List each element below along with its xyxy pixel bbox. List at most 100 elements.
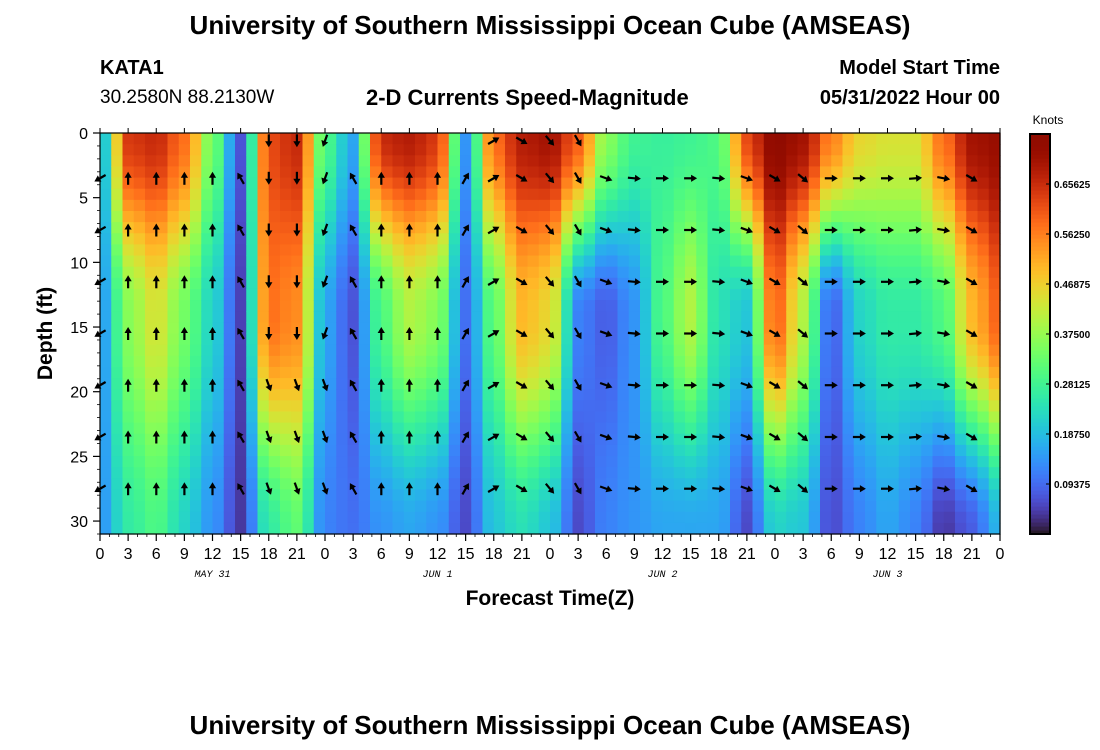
arrow-head — [663, 226, 669, 234]
heat-cell — [336, 500, 349, 513]
heat-cell — [201, 489, 214, 502]
heat-cell — [223, 311, 236, 323]
heat-cell — [943, 522, 956, 535]
heat-cell — [842, 333, 855, 346]
heat-cell — [268, 311, 281, 323]
heat-cell — [763, 489, 776, 502]
current-arrow — [797, 224, 809, 235]
heat-cell — [257, 277, 270, 290]
heat-cell — [583, 489, 596, 502]
current-arrow — [180, 482, 188, 496]
x-tick-label: 3 — [349, 546, 358, 563]
heat-cell — [392, 322, 405, 335]
heat-cell — [212, 433, 225, 446]
heat-cell — [865, 277, 877, 290]
heat-cell — [347, 411, 360, 424]
heat-cell — [775, 155, 787, 168]
heat-cell — [775, 489, 787, 502]
heat-cell — [347, 344, 360, 357]
heat-cell — [583, 300, 596, 312]
heat-cell — [167, 489, 180, 502]
heat-cell — [606, 277, 619, 290]
current-arrow — [433, 430, 442, 444]
heat-cell — [223, 489, 236, 502]
heat-cell — [955, 444, 967, 457]
heat-cell — [606, 389, 619, 401]
heat-cell — [223, 233, 236, 245]
heat-cell — [763, 188, 776, 201]
heat-cell — [190, 333, 202, 346]
heat-cell — [831, 500, 844, 513]
heat-cell — [313, 199, 326, 212]
heat-cell — [223, 177, 236, 190]
heat-cell — [325, 422, 337, 435]
heat-cell — [943, 166, 956, 179]
heat-cell — [100, 333, 112, 346]
heat-cell — [921, 266, 934, 279]
heat-cell — [111, 489, 124, 502]
current-arrow — [544, 431, 555, 442]
heat-cell — [640, 177, 652, 190]
heat-cell — [820, 177, 832, 190]
heat-cell — [662, 389, 675, 401]
heat-cell — [370, 355, 382, 368]
arrow-head — [265, 141, 273, 148]
current-arrow — [573, 482, 582, 495]
heat-cell — [505, 288, 517, 301]
heat-cell — [707, 177, 720, 190]
heat-cell — [561, 155, 574, 168]
arrow-head — [547, 383, 555, 391]
heat-cell — [966, 366, 979, 379]
heat-cell — [280, 311, 292, 323]
heat-cell — [910, 277, 922, 290]
heat-cell — [662, 478, 675, 491]
heat-cell — [190, 355, 202, 368]
current-arrow — [684, 329, 698, 338]
heat-cell — [988, 244, 1001, 257]
heat-cell — [347, 210, 360, 223]
current-arrow — [515, 225, 528, 234]
heat-cell — [898, 411, 911, 424]
heat-cell — [628, 389, 641, 401]
current-arrow — [515, 432, 528, 441]
arrow-head — [433, 482, 442, 489]
heat-cell — [201, 300, 214, 312]
heat-cell — [235, 467, 247, 479]
heat-cell — [133, 333, 146, 346]
heat-cell — [336, 244, 349, 257]
heat-cell — [190, 456, 202, 468]
heat-cell — [403, 500, 416, 513]
heat-cell — [190, 300, 202, 312]
heat-cell — [223, 266, 236, 279]
heat-cell — [538, 478, 551, 491]
heat-cell — [786, 288, 799, 301]
arrow-head — [801, 486, 809, 493]
heat-cell — [842, 144, 855, 156]
heat-cell — [876, 378, 889, 390]
heat-cell — [471, 478, 484, 491]
heat-cell — [730, 188, 742, 201]
heat-cell — [797, 366, 810, 379]
heat-cell — [201, 522, 214, 535]
current-arrow — [740, 226, 753, 234]
heat-cell — [752, 222, 765, 234]
current-arrow — [293, 482, 301, 495]
current-arrow — [405, 275, 413, 289]
heat-cell — [370, 199, 382, 212]
heat-cell — [212, 355, 225, 368]
heat-cell — [381, 467, 394, 479]
current-arrow — [909, 485, 923, 493]
heat-cell — [932, 144, 945, 156]
heat-cell — [865, 322, 877, 335]
colorbar-cell — [1030, 286, 1050, 291]
heat-cell — [190, 199, 202, 212]
current-arrow — [515, 329, 528, 337]
heat-cell — [730, 266, 742, 279]
heat-cell — [538, 489, 551, 502]
heat-cell — [246, 300, 259, 312]
heat-cell — [876, 411, 889, 424]
heat-cell — [482, 188, 495, 201]
heat-cell — [932, 210, 945, 223]
heat-cell — [741, 366, 754, 379]
heat-cell — [493, 355, 506, 368]
